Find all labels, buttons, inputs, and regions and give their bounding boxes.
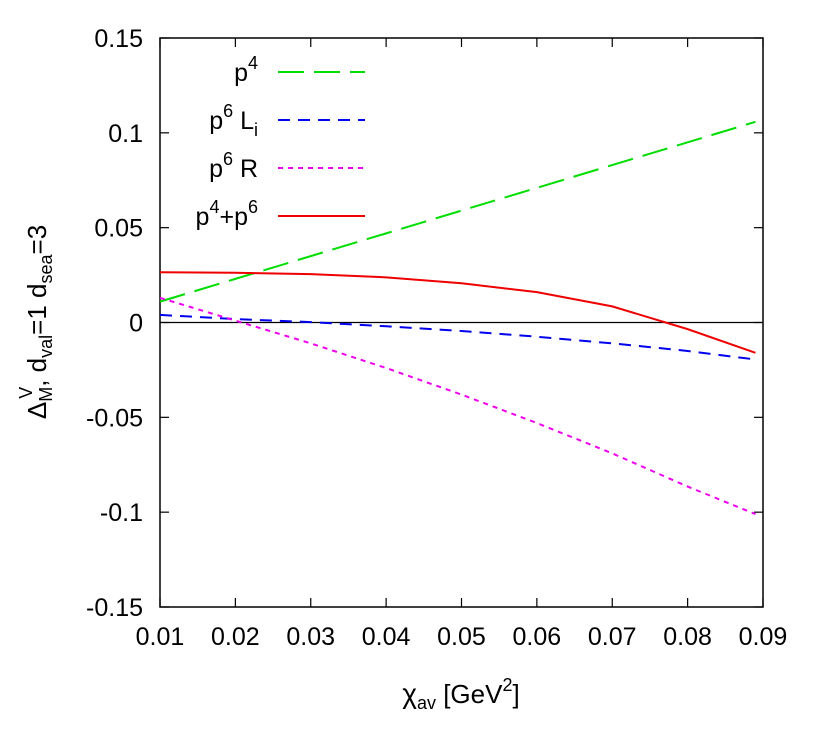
legend-label: p6​ Li​ <box>209 101 258 140</box>
y-tick-label: -0.05 <box>86 404 143 432</box>
y-tick-label: 0.1 <box>108 120 143 148</box>
x-tick-label: 0.08 <box>663 623 712 651</box>
series-line-p6-li <box>159 313 756 361</box>
legend-label: p6​ R <box>209 149 258 183</box>
tick-group: 0.01 0.02 0.03 0.04 0.05 0.06 0.07 0.08 0.09 -0.1… <box>86 25 787 651</box>
y-tick-label: 0.05 <box>94 215 143 243</box>
x-tick-label: 0.05 <box>437 623 486 651</box>
x-axis-title: χav [GeV2] <box>402 675 519 713</box>
x-tick-label: 0.03 <box>286 623 335 651</box>
x-tick-label: 0.06 <box>513 623 562 651</box>
series-line-p4-p6 <box>159 271 756 354</box>
y-tick-label: -0.15 <box>86 594 143 622</box>
legend-label: p4​+p6​ <box>196 197 258 231</box>
x-tick-label: 0.07 <box>588 623 637 651</box>
series-line-p6-r <box>159 296 756 515</box>
legend: p4​ p6​ Li​ p6​ R p4​+p6​ <box>196 53 365 231</box>
x-tick-label: 0.09 <box>739 623 788 651</box>
x-tick-label: 0.01 <box>136 623 185 651</box>
y-tick-label: 0 <box>129 310 143 338</box>
series-line-p4 <box>159 120 756 303</box>
x-tick-label: 0.02 <box>211 623 260 651</box>
legend-label: p4​ <box>234 53 258 87</box>
y-axis-title: ΔMV, dval=1 dsea=3 <box>16 225 56 419</box>
series-group <box>159 120 756 515</box>
y-tick-label: -0.1 <box>100 499 143 527</box>
y-tick-label: 0.15 <box>94 25 143 53</box>
x-tick-label: 0.04 <box>362 623 411 651</box>
